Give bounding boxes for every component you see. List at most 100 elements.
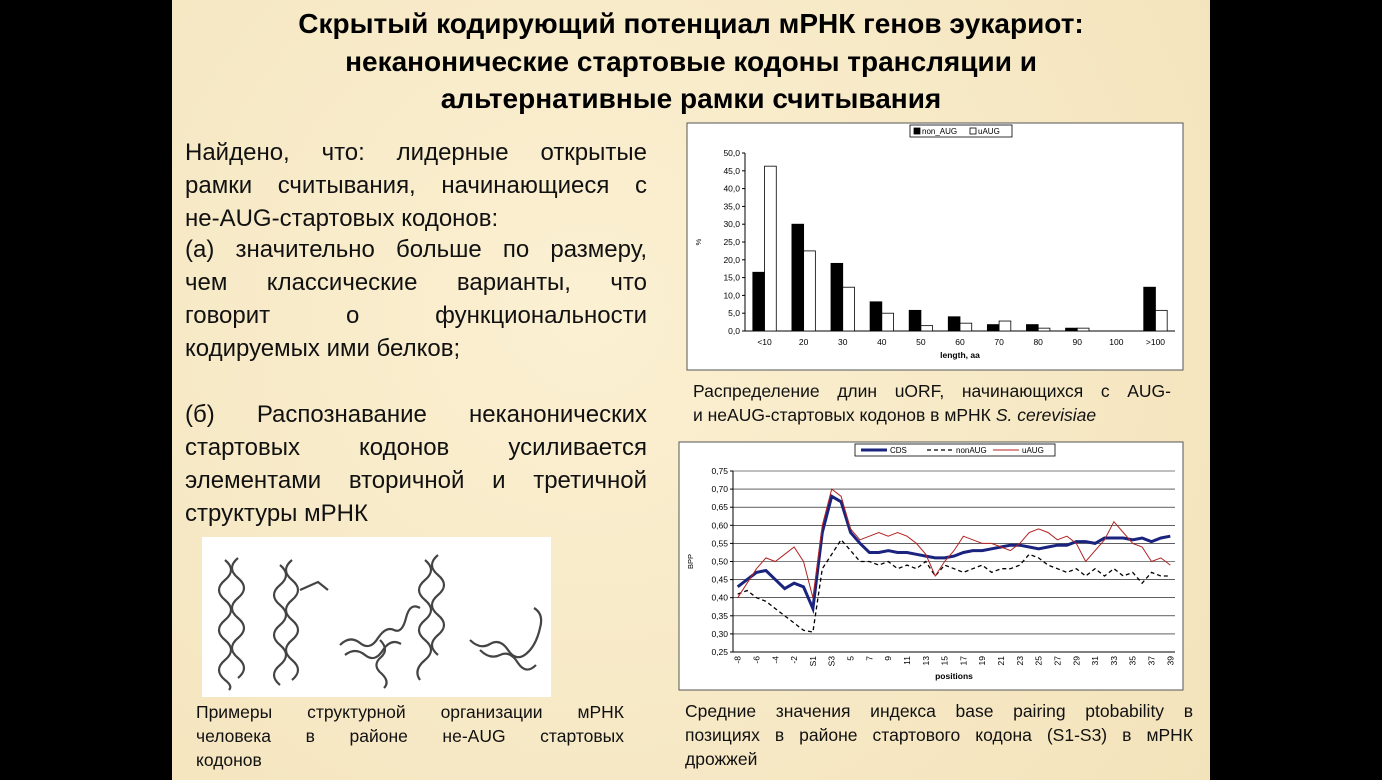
bar (908, 309, 922, 332)
legend-label: uAUG (1022, 446, 1044, 455)
text-line: элементами вторичной и третичной (185, 467, 647, 494)
legend-label: nonAUG (956, 446, 987, 455)
x-tick-label: 39 (1165, 656, 1175, 666)
bar (998, 320, 1012, 332)
bar (830, 262, 844, 332)
legend-label: non_AUG (922, 127, 957, 136)
y-tick-label: 0,35 (711, 611, 728, 621)
y-tick-label: 50,0 (723, 148, 740, 158)
bar (959, 322, 973, 332)
x-tick-label: 33 (1109, 656, 1119, 666)
bar (764, 165, 777, 332)
slide-title: альтернативные рамки считывания (440, 83, 942, 114)
x-tick-label: 50 (916, 337, 926, 347)
legend-swatch (969, 127, 977, 135)
slide-title: Скрытый кодирующий потенциал мРНК генов … (298, 8, 1084, 39)
bar (1065, 327, 1078, 332)
x-tick-label: 29 (1071, 656, 1081, 666)
x-tick-label: 23 (1015, 656, 1025, 666)
x-tick-label: -2 (789, 656, 799, 664)
y-tick-label: 0,65 (711, 502, 728, 512)
bar (1076, 327, 1090, 332)
y-tick-label: 0,70 (711, 484, 728, 494)
x-tick-label: 13 (921, 656, 931, 666)
legend-frame (854, 443, 1056, 457)
chart-frame (686, 122, 1184, 371)
y-tick-label: 0,50 (711, 557, 728, 567)
caption-italic: S. cerevisiae (995, 405, 1097, 425)
x-tick-label: S1 (808, 656, 818, 667)
caption-line: дрожжей (685, 749, 758, 769)
chart: 0,0 5,0 10,0 15,0 20,0 25,0 30,0 35,0 40,0 45,0 50… (686, 122, 1184, 371)
line-series (737, 538, 1171, 633)
x-tick-label: 30 (838, 337, 848, 347)
x-tick-label: 60 (955, 337, 965, 347)
x-tick-label: 80 (1033, 337, 1043, 347)
bar (920, 325, 934, 332)
y-tick-label: 0,30 (711, 629, 728, 639)
y-tick-label: 40,0 (723, 184, 740, 194)
bar (1155, 309, 1168, 332)
text-line: кодируемых ими белков; (185, 335, 461, 362)
legend-swatch (913, 127, 921, 135)
x-tick-label: 9 (883, 656, 893, 661)
x-tick-label: 21 (996, 656, 1006, 666)
x-tick-label: 35 (1128, 656, 1138, 666)
bar (842, 286, 855, 332)
x-tick-label: 100 (1109, 337, 1123, 347)
y-tick-label: 0,40 (711, 593, 728, 603)
legend-frame (909, 124, 1013, 138)
caption: Средние значения индекса base pairing pt… (685, 699, 1193, 771)
text-line: (а) значительно больше по размеру, (185, 236, 647, 263)
bar (947, 316, 961, 332)
y-axis-label: BPP (686, 554, 695, 569)
x-tick-label: 20 (799, 337, 809, 347)
y-tick-label: 10,0 (723, 290, 740, 300)
text-line: Найдено, что: лидерные открытые (185, 139, 647, 166)
line-series (737, 488, 1171, 598)
caption: Распределение длин uORF, начинающихся с … (693, 379, 1171, 427)
bar (791, 223, 805, 332)
x-tick-label: >100 (1146, 337, 1165, 347)
y-tick-label: 20,0 (723, 255, 740, 265)
x-axis-label: length, aa (940, 350, 980, 360)
x-tick-label: 90 (1073, 337, 1083, 347)
text-line: структуры мРНК (185, 500, 368, 527)
x-tick-label: -4 (770, 656, 780, 664)
x-tick-label: 31 (1090, 656, 1100, 666)
caption-line: человека в районе не-AUG стартовых (196, 726, 624, 746)
slide-title: неканонические стартовые кодоны трансляц… (345, 46, 1037, 77)
paragraph: (б) Распознавание неканонических стартовы… (185, 398, 647, 530)
y-tick-label: 0,60 (711, 520, 728, 530)
x-tick-label: 27 (1052, 656, 1062, 666)
x-tick-label: 40 (877, 337, 887, 347)
text-line: (б) Распознавание неканонических (185, 401, 647, 428)
line-series (736, 494, 1171, 615)
x-tick-label: 5 (846, 656, 856, 661)
y-tick-label: 25,0 (723, 237, 740, 247)
text-line: рамки считывания, начинающиеся с (185, 172, 647, 199)
bar (869, 301, 883, 332)
bar (803, 250, 816, 332)
legend-label: CDS (890, 446, 907, 455)
text-line: стартовых кодонов усиливается (185, 434, 647, 461)
bar (881, 312, 894, 332)
x-tick-label: <10 (757, 337, 772, 347)
caption-line: Примеры структурной организации мРНК (196, 702, 624, 722)
bar (752, 271, 765, 332)
x-tick-label: 11 (902, 656, 912, 665)
y-tick-label: 5,0 (728, 308, 740, 318)
caption-line: Распределение длин uORF, начинающихся с … (693, 381, 1171, 401)
legend-label: uAUG (978, 127, 1000, 136)
y-tick-label: 0,75 (711, 466, 728, 476)
x-tick-label: 37 (1146, 656, 1156, 666)
y-tick-label: 30,0 (723, 219, 740, 229)
caption-line: Средние значения индекса base pairing pt… (685, 701, 1193, 721)
caption: Примеры структурной организации мРНК чело… (196, 700, 624, 772)
paragraph: Найдено, что: лидерные открытые рамки счи… (185, 136, 647, 235)
chart: 0,25 0,30 0,35 0,40 0,45 0,50 0,55 0,60 0,65 0,70… (678, 441, 1184, 691)
y-tick-label: 0,0 (728, 326, 740, 336)
y-tick-label: 15,0 (723, 273, 740, 283)
